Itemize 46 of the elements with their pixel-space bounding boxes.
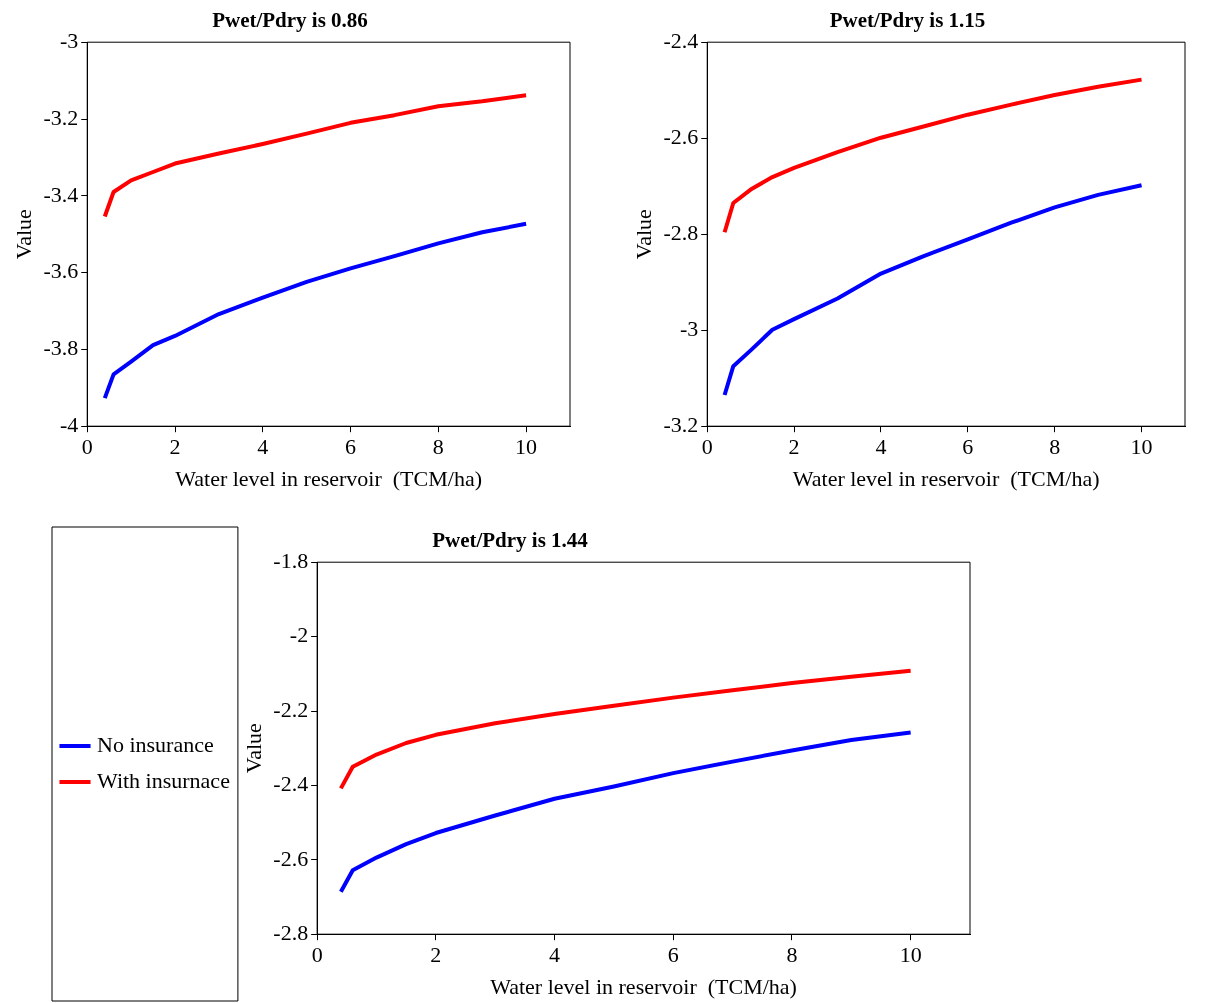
x-tick-label: 6 [962,434,974,460]
y-tick-label: -2.8 [273,919,309,945]
x-tick-label: 4 [875,434,887,460]
x-tick-label: 10 [1130,434,1153,460]
y-tick-label: -3.2 [43,104,79,130]
x-tick-label: 6 [345,434,357,460]
x-tick-label: 8 [786,942,798,968]
x-tick-label: 2 [430,942,442,968]
x-tick-label: 0 [311,942,323,968]
x-tick-label: 8 [432,434,444,460]
x-tick-label: 4 [549,942,561,968]
x-tick-label: 0 [81,434,93,460]
x-tick-label: 2 [788,434,800,460]
x-tick-label: 10 [515,434,538,460]
legend-label: With insurnace [97,767,230,793]
x-tick-label: 4 [257,434,269,460]
y-axis-title: Value [240,723,266,774]
y-tick-label: -4 [59,411,79,437]
y-tick-label: -3.6 [43,258,79,284]
y-tick-label: -3 [59,27,79,53]
chart-title: Pwet/Pdry is 1.44 [432,528,589,553]
y-tick-label: -3.2 [663,411,699,437]
y-tick-label: -2.4 [663,27,699,53]
x-axis-title: Water level in reservoir (TCM/ha) [792,465,1100,491]
x-tick-label: 10 [899,942,922,968]
x-tick-label: 8 [1049,434,1061,460]
y-tick-label: -3 [679,315,699,341]
y-axis-title: Value [10,209,36,260]
x-tick-label: 0 [701,434,713,460]
y-tick-label: -2.8 [663,219,699,245]
x-tick-label: 2 [169,434,181,460]
y-tick-label: -2 [289,622,309,648]
y-tick-label: -2.2 [273,696,309,722]
x-tick-label: 6 [667,942,679,968]
y-axis-title: Value [630,209,656,260]
y-tick-label: -1.8 [273,547,309,573]
chart-title: Pwet/Pdry is 0.86 [212,8,368,33]
x-axis-title: Water level in reservoir (TCM/ha) [490,973,797,999]
y-tick-label: -2.6 [663,123,699,149]
y-tick-label: -3.8 [43,335,79,361]
y-tick-label: -2.4 [273,771,309,797]
x-axis-title: Water level in reservoir (TCM/ha) [175,465,482,491]
legend-label: No insurance [97,731,214,757]
y-tick-label: -2.6 [273,845,309,871]
y-tick-label: -3.4 [43,181,79,207]
chart-title: Pwet/Pdry is 1.15 [829,8,986,33]
